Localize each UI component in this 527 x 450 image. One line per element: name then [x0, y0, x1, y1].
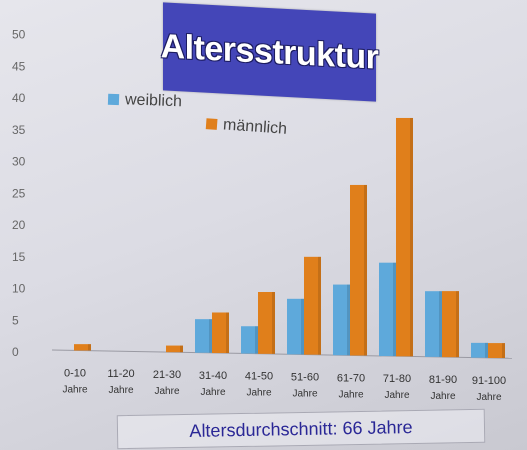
x-tick-label: 21-30 — [153, 369, 181, 381]
bar-male-shade — [318, 256, 321, 355]
bar-female — [333, 284, 350, 356]
x-tick-label: 31-40 — [199, 370, 227, 382]
x-tick-label: 71-80 — [383, 373, 411, 385]
average-age-box: Altersdurchschnitt: 66 Jahre — [116, 408, 486, 450]
bar-male — [212, 312, 229, 354]
bar-male-shade — [272, 292, 275, 354]
bar-female-shade — [485, 342, 488, 358]
bar-female-shade — [393, 262, 396, 357]
x-tick-label: 81-90 — [429, 374, 457, 386]
bar-male — [442, 291, 459, 358]
y-tick-label: 40 — [12, 91, 26, 105]
average-age-text: Altersdurchschnitt: 66 Jahre — [189, 416, 413, 441]
x-tick-label: 11-20 — [107, 368, 134, 380]
x-tick-label: Jahre — [154, 386, 179, 397]
x-tick-label: Jahre — [62, 384, 87, 395]
x-tick-label: 91-100 — [472, 375, 506, 387]
bar-male-shade — [88, 344, 91, 351]
bar-male — [396, 117, 413, 357]
y-tick-label: 50 — [12, 28, 26, 42]
y-tick-label: 0 — [12, 345, 19, 359]
bar-male — [488, 343, 505, 359]
x-tick-label: Jahre — [292, 389, 317, 400]
x-tick-label: Jahre — [430, 391, 455, 402]
bar-female — [425, 291, 442, 357]
bar-male — [166, 345, 183, 353]
bar-female — [471, 342, 488, 358]
x-tick-label: Jahre — [108, 385, 133, 396]
bar-male-shade — [410, 117, 413, 357]
bar-male-shade — [364, 184, 367, 356]
bar-female-shade — [301, 298, 304, 355]
bar-male — [258, 292, 275, 354]
bar-female — [379, 262, 396, 357]
bar-male — [304, 256, 321, 355]
y-tick-label: 25 — [12, 186, 26, 200]
bar-male — [350, 184, 367, 356]
x-axis-line — [51, 349, 513, 359]
bar-male-shade — [456, 291, 459, 358]
x-tick-label: Jahre — [476, 392, 501, 403]
bar-female — [195, 319, 212, 353]
x-tick-label: 51-60 — [291, 372, 319, 384]
y-tick-label: 10 — [12, 282, 26, 296]
bar-female — [287, 298, 304, 355]
y-tick-label: 35 — [12, 123, 26, 137]
y-tick-label: 45 — [12, 59, 26, 73]
bar-male — [74, 344, 91, 351]
x-tick-label: Jahre — [246, 388, 271, 399]
bar-female-shade — [347, 284, 350, 356]
bar-female-shade — [439, 291, 442, 357]
x-tick-label: Jahre — [338, 389, 363, 400]
x-tick-label: 61-70 — [337, 372, 365, 384]
bar-female — [241, 326, 258, 354]
x-tick-label: Jahre — [200, 387, 225, 398]
y-tick-label: 30 — [12, 155, 26, 169]
x-tick-label: Jahre — [384, 390, 409, 401]
y-tick-label: 5 — [12, 313, 19, 327]
y-tick-label: 20 — [12, 218, 26, 232]
bar-female-shade — [255, 326, 258, 354]
y-tick-label: 15 — [12, 250, 26, 264]
x-tick-label: 0-10 — [64, 367, 86, 379]
bar-male-shade — [502, 343, 505, 359]
bar-male-shade — [180, 345, 183, 353]
x-tick-label: 41-50 — [245, 371, 273, 383]
bar-male-shade — [226, 312, 229, 354]
bar-female-shade — [209, 319, 212, 353]
